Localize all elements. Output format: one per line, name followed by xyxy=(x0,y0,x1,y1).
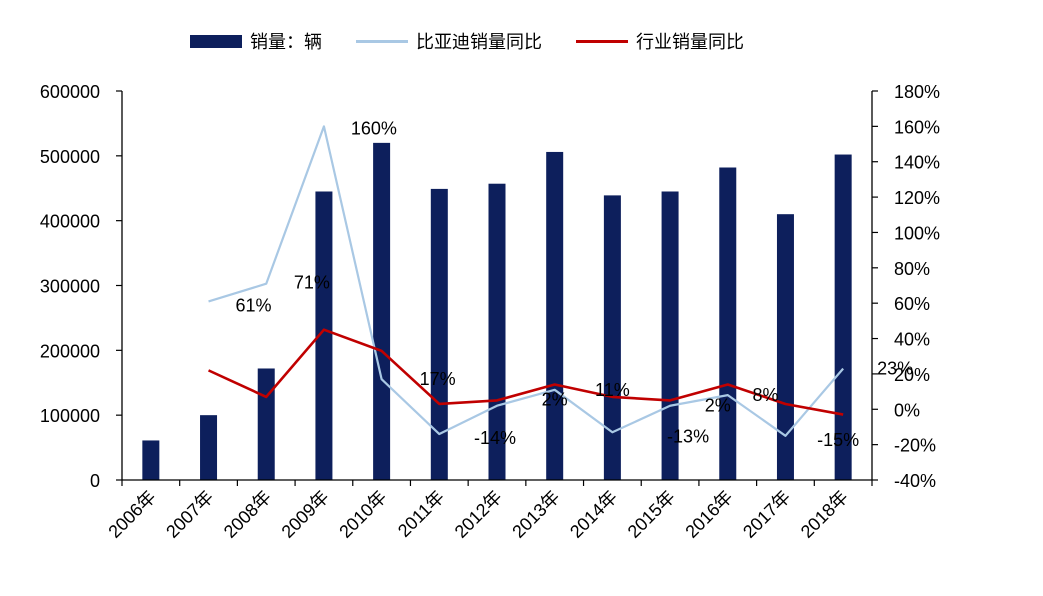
y-left-tick-label: 500000 xyxy=(40,147,100,167)
y-right-tick-label: 60% xyxy=(894,294,930,314)
y-right-tick-label: -20% xyxy=(894,436,936,456)
data-label-1: 71% xyxy=(294,273,330,293)
x-tick-label-5: 2011年 xyxy=(394,487,448,541)
data-label-5: 2% xyxy=(542,390,568,410)
bar-3 xyxy=(315,191,333,480)
y-left-tick-label: 100000 xyxy=(40,406,100,426)
x-tick-label-0: 2006年 xyxy=(104,487,159,542)
x-tick-label-4: 2010年 xyxy=(335,487,390,542)
chart-legend: 销量：辆 比亚迪销量同比 行业销量同比 xyxy=(190,28,778,54)
y-right-tick-label: 80% xyxy=(894,259,930,279)
x-tick-label-6: 2012年 xyxy=(451,487,506,542)
legend-item-sales: 销量：辆 xyxy=(190,28,322,54)
data-label-9: 8% xyxy=(752,385,778,405)
bar-12 xyxy=(834,154,852,480)
bar-7 xyxy=(546,151,564,480)
data-label-10: -15% xyxy=(817,430,859,450)
data-label-6: 11% xyxy=(595,380,630,400)
y-left-tick-label: 0 xyxy=(90,471,100,491)
legend-item-byd-yoy: 比亚迪销量同比 xyxy=(356,28,542,54)
legend-item-industry-yoy: 行业销量同比 xyxy=(576,28,744,54)
y-right-tick-label: 180% xyxy=(894,82,940,102)
y-right-tick-label: 0% xyxy=(894,400,920,420)
y-left-tick-label: 200000 xyxy=(40,341,100,361)
bar-11 xyxy=(776,214,794,480)
x-tick-label-11: 2017年 xyxy=(739,487,794,542)
y-left-tick-label: 600000 xyxy=(40,82,100,102)
legend-label-sales: 销量：辆 xyxy=(250,32,322,52)
legend-swatch-industry-yoy xyxy=(576,39,628,43)
bar-10 xyxy=(719,167,737,480)
series-line-2 xyxy=(207,328,844,416)
x-tick-label-8: 2014年 xyxy=(566,487,621,542)
bar-8 xyxy=(603,195,621,481)
data-label-3: 17% xyxy=(420,369,456,389)
y-right-tick-label: 140% xyxy=(894,153,940,173)
bar-6 xyxy=(488,183,506,480)
x-tick-label-10: 2016年 xyxy=(681,487,736,542)
data-label-11: 23% xyxy=(877,359,913,379)
x-tick-label-9: 2015年 xyxy=(624,487,679,542)
y-right-tick-label: 100% xyxy=(894,223,940,243)
x-tick-label-7: 2013年 xyxy=(508,487,563,542)
y-right-tick-label: 20% xyxy=(894,365,930,385)
data-label-8: 2% xyxy=(705,396,731,416)
legend-swatch-byd-yoy xyxy=(356,39,408,43)
x-tick-label-2: 2008年 xyxy=(220,487,275,542)
bar-1 xyxy=(200,415,218,480)
bar-5 xyxy=(430,188,448,481)
legend-label-byd-yoy: 比亚迪销量同比 xyxy=(416,32,542,52)
y-right-tick-label: -40% xyxy=(894,471,936,491)
data-label-2: 160% xyxy=(351,118,397,138)
x-tick-label-3: 2009年 xyxy=(278,487,333,542)
bar-4 xyxy=(373,142,391,480)
y-right-tick-label: 160% xyxy=(894,117,940,137)
y-right-tick-label: 40% xyxy=(894,330,930,350)
y-left-tick-label: 300000 xyxy=(40,277,100,297)
bar-0 xyxy=(142,440,160,480)
data-label-4: -14% xyxy=(474,428,516,448)
x-tick-label-1: 2007年 xyxy=(162,487,217,542)
x-tick-label-12: 2018年 xyxy=(797,487,852,542)
legend-label-industry-yoy: 行业销量同比 xyxy=(636,32,744,52)
y-right-tick-label: 120% xyxy=(894,188,940,208)
bar-2 xyxy=(257,368,275,480)
y-left-tick-label: 400000 xyxy=(40,212,100,232)
data-label-7: -13% xyxy=(667,426,709,446)
data-label-0: 61% xyxy=(236,295,272,315)
series-line-1 xyxy=(208,125,844,437)
legend-swatch-sales xyxy=(190,34,242,48)
